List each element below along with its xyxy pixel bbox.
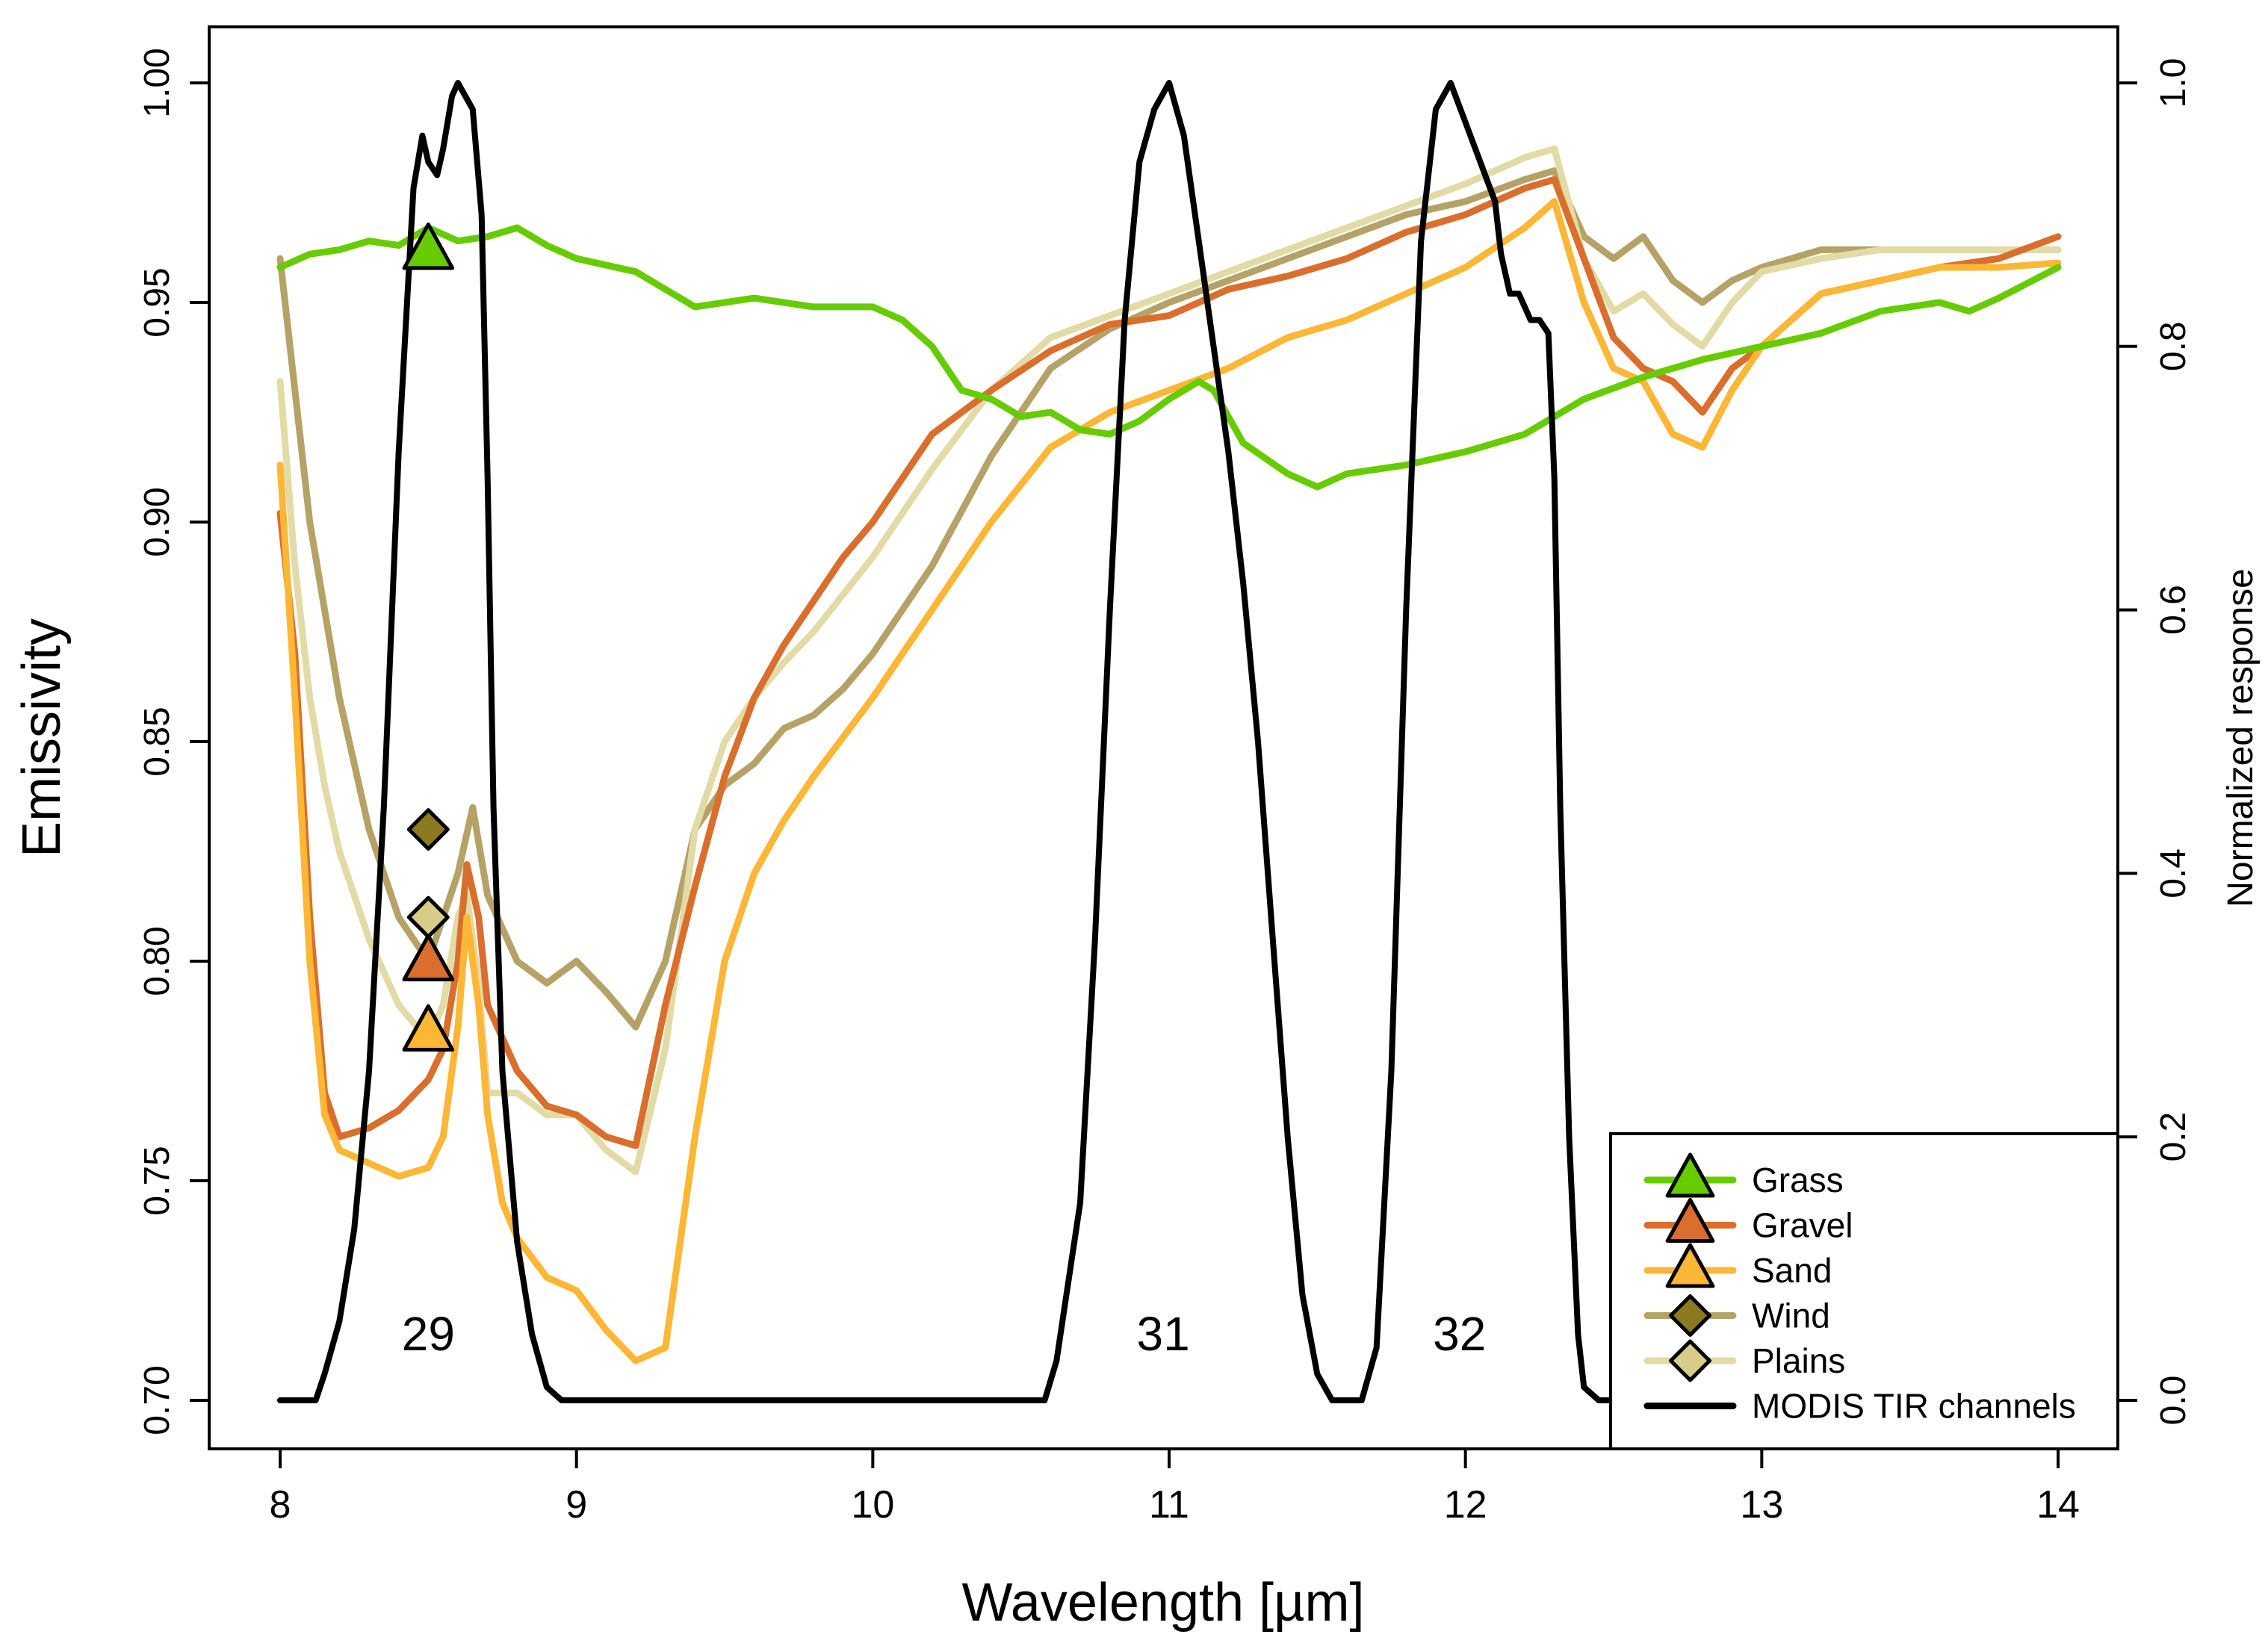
- marker-grass: [402, 222, 455, 270]
- y-tick-label: 0.75: [137, 1146, 177, 1215]
- series-line-wind: [276, 167, 2062, 1031]
- x-tick-label: 12: [1444, 1483, 1487, 1527]
- y-tick-label: 0.85: [137, 707, 177, 776]
- legend-marker-grass: [1665, 1152, 1715, 1198]
- series-line-grass: [276, 224, 2062, 491]
- band-labels: 29 31 32: [402, 1307, 1487, 1361]
- band-label-31: 31: [1136, 1307, 1189, 1361]
- x-tick-label: 11: [1149, 1483, 1189, 1527]
- x-tick-label: 13: [1740, 1483, 1783, 1527]
- legend-marker-sand: [1665, 1243, 1715, 1288]
- legend-marker-wind: [1669, 1294, 1711, 1337]
- x-axis-label: Wavelength [µm]: [961, 1573, 1364, 1633]
- legend-label-wind: Wind: [1752, 1297, 1830, 1335]
- y-tick-label: 0.90: [137, 487, 177, 556]
- marker-sand: [402, 1004, 455, 1052]
- legend-label-sand: Sand: [1752, 1251, 1832, 1290]
- y-axis-label: Emissivity: [12, 618, 72, 857]
- legend: Grass Gravel Sand Wind Plains MODIS TIR chann…: [1609, 1132, 2119, 1450]
- y2-axis-label: Normalized response: [2221, 568, 2261, 907]
- band-label-32: 32: [1433, 1307, 1486, 1361]
- legend-label-gravel: Gravel: [1752, 1206, 1853, 1245]
- legend-label-plains: Plains: [1752, 1341, 1845, 1380]
- y2-tick-label: 0.8: [2154, 321, 2193, 371]
- x-axis: 8 9 10 11 12 13 14: [270, 1449, 2080, 1527]
- legend-box: [1609, 1132, 2119, 1450]
- marker-gravel: [402, 934, 455, 981]
- marker-plains: [406, 895, 450, 939]
- marker-wind: [406, 808, 450, 851]
- y2-tick-label: 0.0: [2154, 1376, 2193, 1426]
- series-layer: [276, 80, 2062, 1403]
- x-tick-label: 10: [851, 1483, 894, 1527]
- x-tick-label: 8: [270, 1483, 291, 1527]
- y2-tick-label: 0.4: [2154, 848, 2193, 898]
- legend-marker-plains: [1669, 1339, 1711, 1382]
- series-line-sand: [276, 198, 2062, 1364]
- y2-tick-label: 1.0: [2154, 58, 2193, 108]
- y-tick-label: 1.00: [137, 48, 177, 117]
- y-tick-label: 0.70: [137, 1365, 177, 1435]
- legend-label-grass: Grass: [1752, 1161, 1844, 1199]
- series-line-modis-tir-channels: [277, 80, 2061, 1403]
- plot-frame: [208, 25, 2119, 1450]
- y-tick-label: 0.80: [137, 926, 177, 996]
- y-axis-left: 0.70 0.75 0.80 0.85 0.90 0.95 1.00: [137, 48, 209, 1435]
- x-tick-label: 14: [2036, 1483, 2080, 1527]
- legend-marker-gravel: [1665, 1198, 1715, 1243]
- markers: [402, 222, 455, 1052]
- legend-label-modis-tir-channels: MODIS TIR channels: [1752, 1387, 2076, 1426]
- y-tick-label: 0.95: [137, 267, 177, 337]
- series-line-plains: [276, 145, 2062, 1176]
- y-axis-right: 0.0 0.2 0.4 0.6 0.8 1.0: [2118, 58, 2193, 1426]
- band-label-29: 29: [402, 1307, 455, 1361]
- y2-tick-label: 0.2: [2154, 1112, 2193, 1162]
- y2-tick-label: 0.6: [2154, 585, 2193, 635]
- x-tick-label: 9: [566, 1483, 587, 1527]
